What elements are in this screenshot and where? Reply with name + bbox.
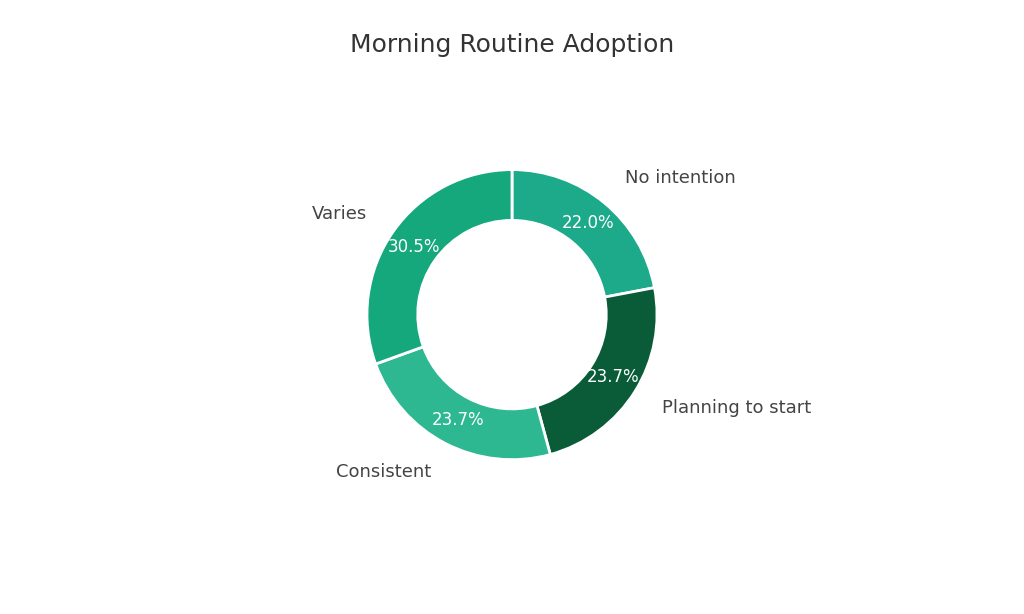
Wedge shape — [512, 169, 654, 297]
Text: 22.0%: 22.0% — [561, 214, 614, 232]
Text: 23.7%: 23.7% — [587, 368, 639, 386]
Text: No intention: No intention — [625, 169, 735, 187]
Text: 30.5%: 30.5% — [388, 238, 440, 256]
Text: Consistent: Consistent — [336, 463, 431, 481]
Wedge shape — [537, 288, 657, 454]
Wedge shape — [367, 169, 512, 364]
Text: Varies: Varies — [311, 205, 367, 223]
Wedge shape — [376, 347, 550, 460]
Text: Planning to start: Planning to start — [663, 399, 811, 417]
Title: Morning Routine Adoption: Morning Routine Adoption — [350, 33, 674, 57]
Text: 23.7%: 23.7% — [431, 411, 484, 429]
